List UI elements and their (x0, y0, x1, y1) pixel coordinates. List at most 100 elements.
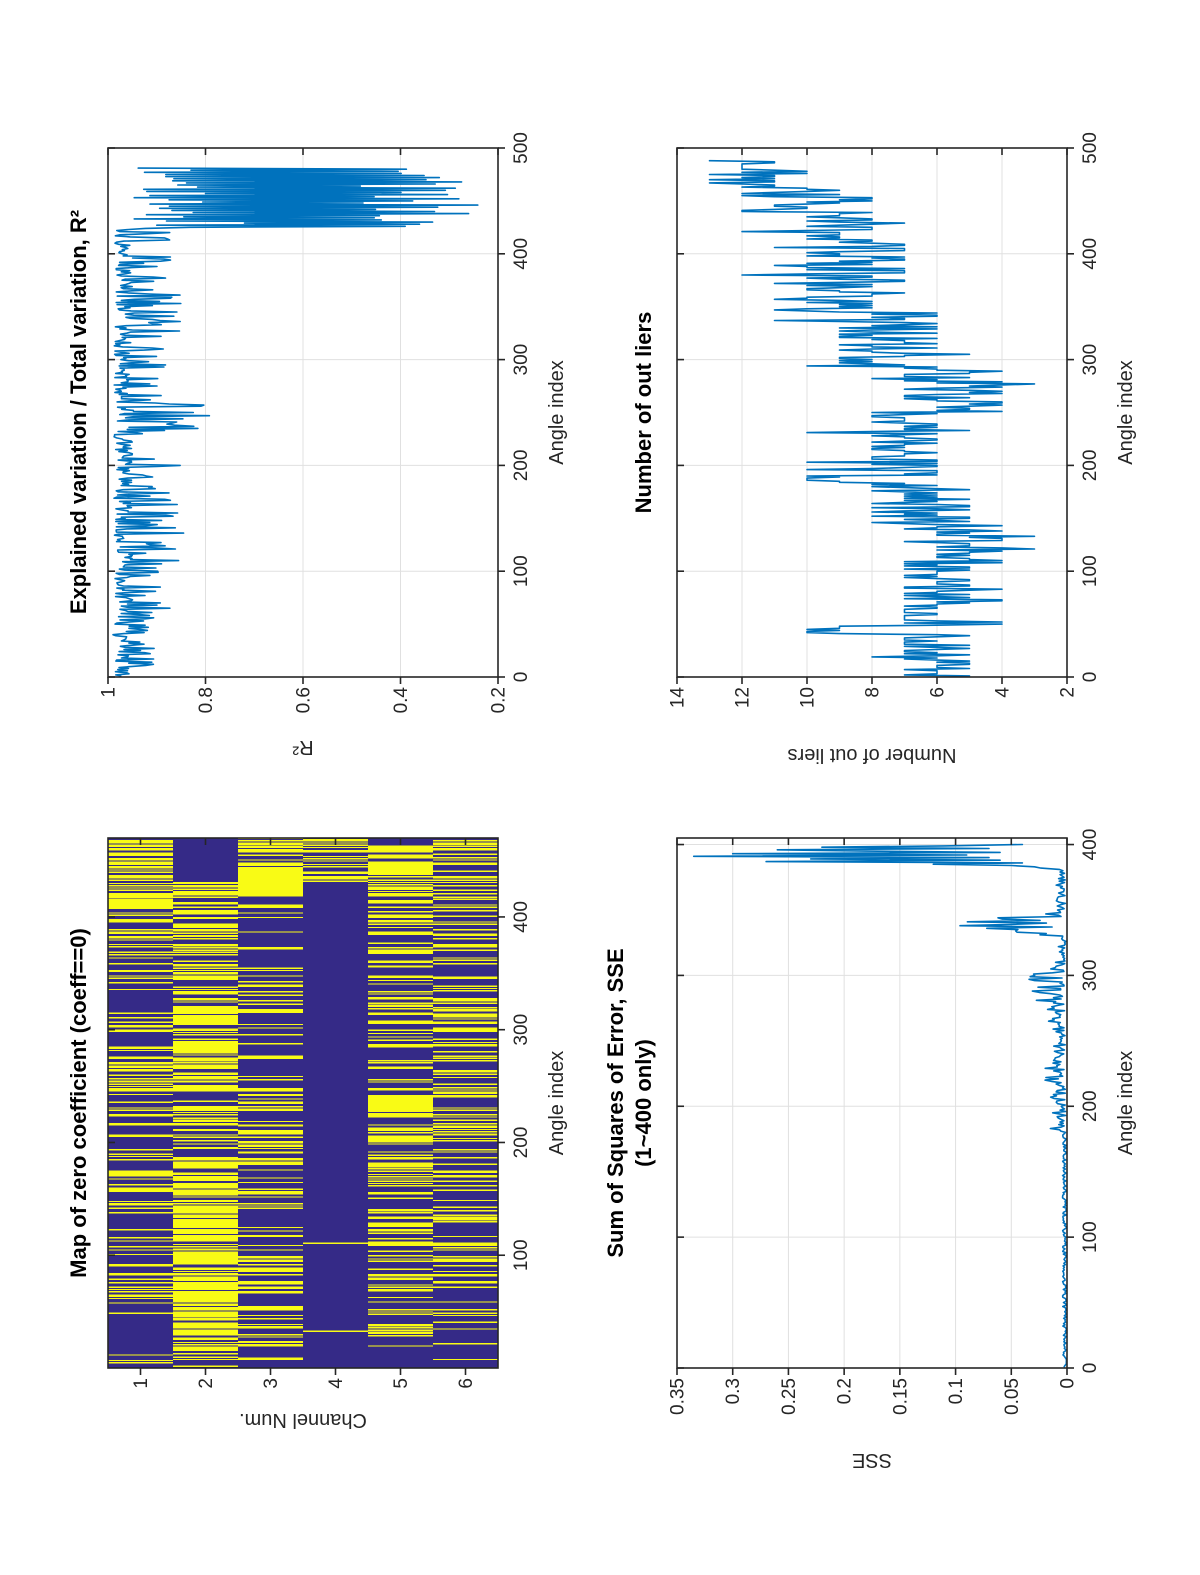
map-zero-coeff-stripe (173, 993, 238, 995)
map-zero-coeff-stripe (173, 973, 238, 975)
map-zero-coeff-stripe (368, 851, 433, 853)
map-zero-coeff-stripe (433, 938, 498, 940)
map-zero-coeff-stripe (173, 1190, 238, 1193)
map-zero-coeff-stripe (173, 1065, 238, 1067)
map-zero-coeff-stripe (108, 1123, 173, 1125)
map-zero-coeff-stripe (173, 1045, 238, 1047)
map-zero-coeff-stripe (238, 1249, 303, 1251)
map-zero-coeff-stripe (368, 1109, 433, 1111)
map-zero-coeff-stripe (108, 869, 173, 871)
map-zero-coeff-stripe (368, 1088, 433, 1090)
map-zero-coeff-stripe (108, 1253, 173, 1256)
map-zero-coeff-stripe (368, 1044, 433, 1046)
map-zero-coeff-stripe (433, 1071, 498, 1073)
map-zero-coeff-stripe (368, 1232, 433, 1234)
map-zero-coeff-stripe (173, 1299, 238, 1301)
map-zero-coeff-stripe (433, 856, 498, 859)
sse-xtick-label: 400 (1080, 829, 1101, 861)
map-zero-coeff-stripe (368, 1099, 433, 1101)
map-zero-coeff-stripe (238, 1344, 303, 1346)
map-zero-coeff-stripe (238, 1098, 303, 1100)
map-zero-coeff-stripe (173, 1327, 238, 1329)
r2-xtick-label: 400 (511, 238, 532, 270)
map-zero-coeff-stripe (173, 1226, 238, 1229)
map-zero-coeff-stripe (173, 975, 238, 977)
map-zero-coeff-stripe (173, 881, 238, 884)
map-zero-coeff-stripe (368, 1323, 433, 1326)
map-zero-coeff-stripe (173, 1078, 238, 1080)
map-zero-coeff-stripe (433, 1218, 498, 1221)
map-zero-coeff-stripe (433, 1050, 498, 1053)
map-zero-coeff-stripe (238, 1226, 303, 1229)
map-zero-coeff-stripe (238, 875, 303, 877)
map-zero-coeff-stripe (238, 1009, 303, 1011)
map-zero-coeff-stripe (173, 1172, 238, 1175)
map-zero-coeff-stripe (303, 1242, 368, 1244)
map-zero-coeff-stripe (303, 876, 368, 878)
map-zero-coeff-stripe (433, 1134, 498, 1136)
map-zero-coeff-stripe (238, 1196, 303, 1198)
map-zero-coeff-stripe (108, 1246, 173, 1248)
map-zero-coeff-stripe (173, 1312, 238, 1314)
map-zero-coeff-stripe (238, 1270, 303, 1273)
map-zero-coeff-stripe (173, 1059, 238, 1062)
map-zero-coeff-stripe (368, 1151, 433, 1153)
map-zero-coeff-stripe (173, 1199, 238, 1202)
map-zero-coeff-stripe (303, 860, 368, 862)
map-zero-coeff-stripe (368, 899, 433, 902)
map-zero-coeff-stripe (238, 1336, 303, 1338)
map-zero-coeff-stripe (368, 1164, 433, 1167)
map-zero-coeff-stripe (368, 1170, 433, 1172)
map-zero-coeff-stripe (108, 1021, 173, 1023)
map-zero-coeff-stripe (173, 1297, 238, 1300)
map-zero-coeff-stripe (108, 1030, 173, 1032)
map-zero-coeff-stripe (433, 1010, 498, 1012)
map-zero-coeff-stripe (368, 879, 433, 881)
map-zero-coeff-stripe (173, 1277, 238, 1279)
map-zero-coeff-stripe (238, 850, 303, 852)
map-zero-coeff-stripe (238, 872, 303, 875)
map-zero-coeff-stripe (108, 847, 173, 850)
map-zero-coeff-stripe (303, 851, 368, 853)
map-zero-coeff-stripe (238, 1125, 303, 1127)
map-zero-coeff-stripe (173, 1214, 238, 1216)
map-zero-coeff-stripe (108, 1291, 173, 1293)
map-zero-coeff-stripe (368, 1079, 433, 1081)
r2-ytick-label: 0.4 (391, 687, 412, 714)
map-zero-coeff-stripe (173, 1235, 238, 1238)
map-zero-coeff-stripe (238, 1205, 303, 1207)
map-zero-coeff-stripe (173, 1058, 238, 1061)
map-zero-coeff-stripe (238, 1292, 303, 1294)
map-zero-coeff-stripe (108, 1149, 173, 1151)
map-zero-coeff-stripe (108, 1278, 173, 1281)
map-zero-coeff-stripe (173, 1087, 238, 1089)
map-zero-coeff-stripe (108, 1187, 173, 1189)
map-zero-coeff-stripe (108, 1362, 173, 1364)
map-xtick-label: 200 (511, 1127, 532, 1159)
map-zero-coeff-stripe (173, 1177, 238, 1179)
r2-xtick-label: 500 (511, 132, 532, 164)
map-zero-coeff-stripe (368, 960, 433, 963)
map-zero-coeff-stripe (108, 1047, 173, 1049)
map-zero-coeff-stripe (238, 1145, 303, 1147)
map-zero-coeff-stripe (433, 1216, 498, 1219)
map-zero-coeff-stripe (108, 1282, 173, 1284)
map-zero-coeff-stripe (433, 847, 498, 850)
map-zero-coeff-stripe (368, 1135, 433, 1137)
map-zero-coeff-stripe (173, 1270, 238, 1273)
map-zero-coeff-stripe (368, 876, 433, 878)
map-zero-coeff-stripe (433, 885, 498, 887)
sse-ytick-label: 0.3 (723, 1378, 744, 1404)
map-zero-coeff-stripe (238, 1283, 303, 1285)
map-zero-coeff-stripe (433, 906, 498, 908)
map-zero-coeff-stripe (368, 1277, 433, 1279)
map-zero-coeff-stripe (433, 1018, 498, 1020)
map-zero-coeff-stripe (173, 1287, 238, 1290)
map-zero-coeff-stripe (433, 1107, 498, 1109)
map-zero-coeff-stripe (173, 926, 238, 929)
map-zero-coeff-stripe (368, 1021, 433, 1023)
map-zero-coeff-stripe (433, 1314, 498, 1317)
map-zero-coeff-stripe (173, 1179, 238, 1181)
map-zero-coeff-stripe (173, 1106, 238, 1108)
